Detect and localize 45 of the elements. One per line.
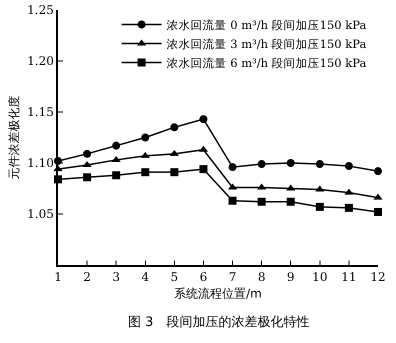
y-tick-label: 1.25 <box>27 3 54 18</box>
legend-label: 浓水回流量 6 m³/h 段间加压150 kPa <box>166 56 366 70</box>
point <box>112 171 120 180</box>
x-tick-label: 7 <box>228 270 236 284</box>
point <box>374 167 382 176</box>
caption: 图 3 段间加压的浓差极化特性 <box>128 315 310 330</box>
point <box>344 162 353 170</box>
x-tick-label: 1 <box>54 270 62 284</box>
point <box>316 202 324 211</box>
point <box>83 150 92 158</box>
point <box>344 204 353 212</box>
legend-label: 浓水回流量 0 m³/h 段间加压150 kPa <box>166 18 366 32</box>
x-tick-label: 8 <box>258 270 266 284</box>
point <box>199 165 208 174</box>
x-tick-label: 10 <box>312 270 328 284</box>
legend-label: 浓水回流量 3 m³/h 段间加压150 kPa <box>166 36 366 51</box>
point <box>112 142 120 150</box>
point <box>374 208 382 216</box>
point <box>286 198 295 206</box>
point <box>141 168 150 176</box>
point <box>228 196 237 205</box>
point <box>316 160 324 168</box>
x-tick-label: 2 <box>83 270 91 284</box>
x-tick-label: 6 <box>200 270 208 284</box>
y-tick-label: 1.20 <box>27 54 54 68</box>
point <box>258 160 266 168</box>
point <box>170 123 178 132</box>
x-tick-label: 11 <box>341 270 357 284</box>
y-tick-label: 1.05 <box>27 207 54 222</box>
point <box>170 168 178 176</box>
point <box>286 159 295 167</box>
x-tick-label: 4 <box>141 270 150 284</box>
x-tick-label: 9 <box>286 270 295 284</box>
y-axis-title: 元件浓差极化度 <box>6 96 21 180</box>
x-tick-label: 3 <box>112 270 120 284</box>
x-tick-label: 12 <box>370 270 386 284</box>
y-tick-label: 1.15 <box>27 105 54 120</box>
x-tick-label: 5 <box>170 270 178 284</box>
point <box>199 115 208 124</box>
point <box>83 173 92 182</box>
point <box>228 163 237 172</box>
point <box>141 134 150 142</box>
y-tick-label: 1.10 <box>27 156 54 170</box>
point <box>258 198 266 206</box>
x-axis-title: 系统流程位置/m <box>174 286 262 301</box>
